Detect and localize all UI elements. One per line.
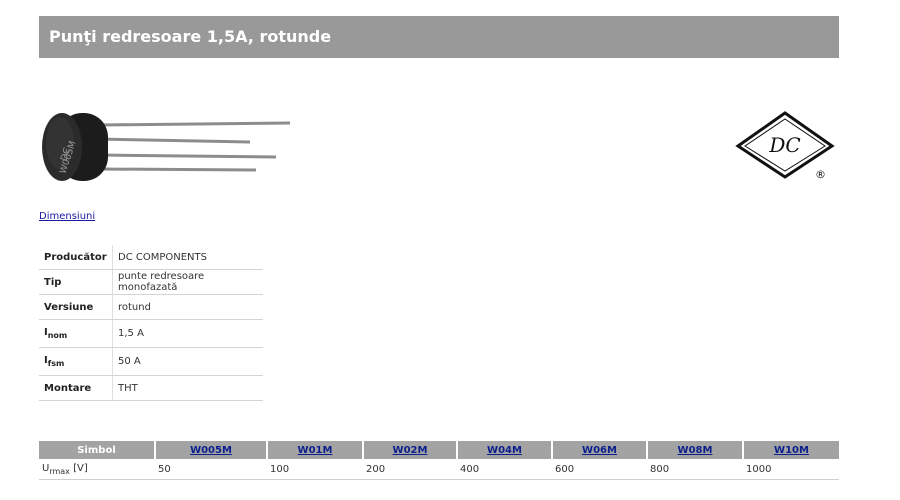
spec-row-type: Tip punte redresoare monofazată: [39, 269, 263, 295]
spec-label-ifsm: Ifsm: [39, 347, 113, 376]
row-label-main: U: [42, 462, 50, 474]
symbol-header-cell: W06M: [552, 441, 648, 459]
spec-value: 1,5 A: [112, 319, 263, 348]
symbol-value-cell: 600: [552, 459, 647, 480]
symbol-table: Simbol W005M W01M W02M W04M W06M W08M W1…: [39, 441, 839, 480]
symbol-value-row: Urmax [V] 50 100 200 400 600 800 1000: [39, 459, 839, 480]
spec-value: rotund: [112, 294, 263, 320]
registered-mark: ®: [815, 168, 826, 181]
symbol-link-w02m[interactable]: W02M: [392, 444, 428, 456]
symbol-link-w06m[interactable]: W06M: [582, 444, 617, 456]
spec-table: Producător DC COMPONENTS Tip punte redre…: [39, 245, 263, 401]
symbol-link-w005m[interactable]: W005M: [190, 444, 232, 456]
product-photo: DC W005M: [42, 113, 291, 181]
title-bar: Punţi redresoare 1,5A, rotunde: [39, 16, 839, 58]
symbol-header-cell: W005M: [155, 441, 268, 459]
spec-label-sub: fsm: [47, 359, 65, 368]
spec-row-version: Versiune rotund: [39, 294, 263, 320]
part-marking-line1: DC: [59, 147, 73, 163]
symbol-link-w08m[interactable]: W08M: [677, 444, 713, 456]
symbol-header-cell: W02M: [363, 441, 458, 459]
spec-label-main: I: [44, 327, 48, 338]
symbol-value-cell: 1000: [743, 459, 839, 480]
symbol-header-cell: W01M: [267, 441, 364, 459]
dimensions-link[interactable]: Dimensiuni: [39, 211, 96, 222]
symbol-value-cell: 800: [647, 459, 743, 480]
page-title: Punţi redresoare 1,5A, rotunde: [49, 27, 332, 46]
symbol-value-cell: 400: [457, 459, 552, 480]
symbol-header-cell: W08M: [647, 441, 744, 459]
spec-label-sub: nom: [47, 331, 68, 340]
symbol-value-cell: 100: [267, 459, 363, 480]
symbol-value-cell: 50: [155, 459, 267, 480]
symbol-link-w04m[interactable]: W04M: [487, 444, 522, 456]
symbol-header-cell: W10M: [743, 441, 839, 459]
symbol-link-w10m[interactable]: W10M: [774, 444, 809, 456]
symbol-header-cell: W04M: [457, 441, 553, 459]
spec-row-mounting: Montare THT: [39, 375, 263, 401]
spec-value: DC COMPONENTS: [112, 245, 263, 270]
spec-value: 50 A: [112, 347, 263, 376]
spec-label: Versiune: [39, 294, 113, 320]
logo-monogram: DC: [768, 133, 800, 157]
symbol-row-label: Urmax [V]: [39, 459, 155, 480]
spec-row-producer: Producător DC COMPONENTS: [39, 245, 263, 270]
spec-label: Tip: [39, 269, 113, 295]
spec-value: punte redresoare monofazată: [112, 269, 263, 295]
symbol-value-cell: 200: [363, 459, 457, 480]
symbol-link-w01m[interactable]: W01M: [297, 444, 333, 456]
symbol-header-row: Simbol W005M W01M W02M W04M W06M W08M W1…: [39, 441, 839, 459]
brand-logo: DC ®: [735, 111, 835, 181]
spec-row-ifsm: Ifsm 50 A: [39, 347, 263, 376]
spec-row-inom: Inom 1,5 A: [39, 319, 263, 348]
spec-label: Montare: [39, 375, 113, 401]
symbol-header-label: Simbol: [39, 441, 156, 459]
spec-label: Producător: [39, 245, 113, 270]
row-label-sub: rmax: [49, 466, 70, 476]
spec-label-main: I: [44, 355, 48, 366]
spec-label-inom: Inom: [39, 319, 113, 348]
spec-value: THT: [112, 375, 263, 401]
row-label-unit: [V]: [69, 462, 88, 474]
